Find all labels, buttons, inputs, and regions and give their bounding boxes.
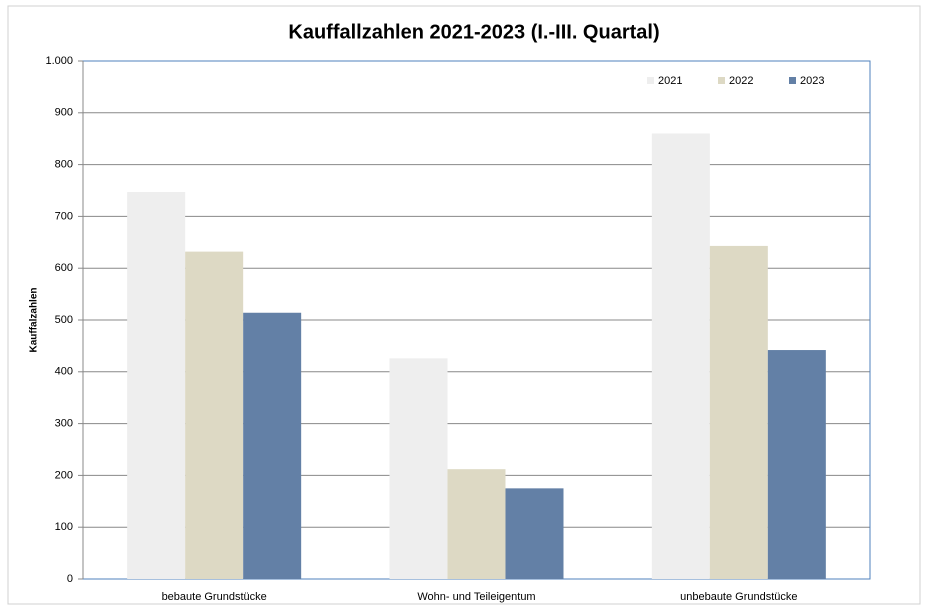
y-tick-label: 700 [55,210,73,222]
y-tick-label: 1.000 [45,55,73,67]
chart-title: Kauffallzahlen 2021-2023 (I.-III. Quarta… [288,21,659,43]
y-tick-label: 600 [55,262,73,274]
legend-swatch [789,77,796,84]
legend-label: 2021 [658,75,682,87]
bar [185,251,244,579]
bar [243,312,302,579]
y-tick-label: 400 [55,366,73,378]
y-tick-label: 300 [55,418,73,430]
y-axis-label: Kauffalzahlen [29,287,40,352]
bar [505,488,564,579]
bar [651,133,710,579]
y-tick-label: 200 [55,469,73,481]
bar [127,192,186,579]
legend-swatch [647,77,654,84]
x-tick-label: bebaute Grundstücke [162,591,267,603]
bar [389,358,448,579]
legend-swatch [718,77,725,84]
y-tick-label: 900 [55,107,73,119]
legend-label: 2023 [800,75,824,87]
bar [767,350,826,579]
bar [447,469,506,579]
x-tick-label: Wohn- und Teileigentum [417,591,535,603]
y-tick-label: 500 [55,314,73,326]
legend-label: 2022 [729,75,753,87]
y-tick-label: 0 [67,573,73,585]
y-tick-label: 800 [55,159,73,171]
y-tick-label: 100 [55,521,73,533]
x-tick-label: unbebaute Grundstücke [680,591,797,603]
bar [709,245,768,579]
